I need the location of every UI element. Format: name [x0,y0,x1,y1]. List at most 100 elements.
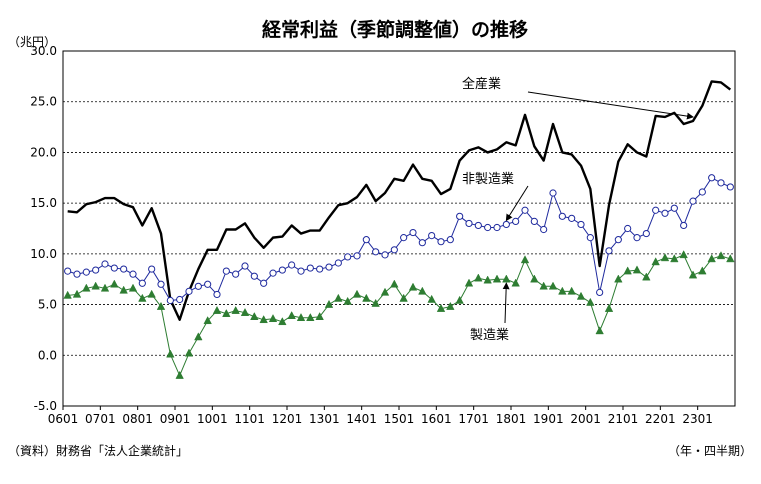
data-point [428,232,436,240]
x-tick-label: 1201 [272,412,303,426]
data-point [120,265,128,273]
data-point [268,314,278,323]
data-point [539,281,548,290]
series-layer [63,80,735,379]
data-point [474,221,482,230]
data-point [166,349,175,358]
data-point [138,279,146,287]
data-point [484,223,492,232]
data-point [548,281,558,290]
data-point [213,290,221,299]
data-point [63,290,72,299]
data-point [586,297,595,306]
data-point [511,278,520,287]
source-note: （資料）財務省「法人企業統計」 [8,443,188,458]
data-point [418,286,427,295]
data-point [698,188,706,196]
data-point [166,296,174,305]
y-tick-label: 25.0 [30,95,57,109]
data-point [362,293,371,302]
chart-title: 経常利益（季節調整値）の推移 [262,18,528,41]
x-tick-label: 2001 [570,412,601,426]
data-point [147,289,156,298]
data-point [446,301,455,310]
x-tick-label: 0701 [85,412,116,426]
series-line [67,80,732,321]
x-tick-label: 1401 [346,412,377,426]
y-tick-label: 15.0 [30,196,57,210]
x-tick-label: 1801 [496,412,527,426]
data-point [633,234,641,242]
data-point [540,225,548,234]
x-tick-label: 2101 [608,412,639,426]
x-tick-label: 2301 [682,412,713,426]
data-point [408,282,418,291]
data-point [343,296,352,305]
annotation-label: 非製造業 [462,171,514,187]
data-point [269,269,277,277]
data-point [446,236,454,244]
x-axis-period-note: （年・四半期） [668,444,752,458]
data-point [194,332,203,341]
data-point [390,279,399,288]
data-point [212,305,222,314]
y-tick-label: 5.0 [38,298,57,312]
data-point [101,260,109,268]
data-point [436,303,446,312]
data-point [371,298,380,307]
data-point [670,254,679,263]
data-point [400,234,408,242]
data-point [596,288,604,296]
data-point [549,189,557,197]
data-point [464,278,474,287]
data-point [203,316,212,325]
data-point [520,255,530,264]
data-point [110,279,119,288]
data-point [296,313,306,322]
data-point [567,286,576,295]
x-tick-label: 0801 [122,412,153,426]
data-point [156,301,166,310]
data-point [642,272,651,281]
data-point [558,286,567,295]
data-point [717,179,725,187]
data-point [530,217,538,225]
data-point [707,254,716,263]
data-point [502,274,511,283]
data-point [465,219,473,228]
data-point [362,236,370,244]
data-point [232,270,240,278]
data-point [381,251,389,259]
data-point [250,312,259,320]
data-point [456,212,464,220]
data-point [72,289,82,298]
y-tick-label: 10.0 [30,247,57,261]
data-point [568,214,576,222]
x-tick-label: 1101 [234,412,265,426]
data-point [372,248,380,256]
data-point [502,220,510,229]
annotation-arrow [527,91,694,120]
data-point [287,310,296,319]
data-point [521,206,529,214]
data-point [352,289,362,298]
data-point [390,246,398,254]
y-tick-label: -5.0 [34,399,57,413]
data-point [138,293,147,302]
x-tick-label: 2201 [645,412,676,426]
data-point [316,265,324,273]
y-tick-label: 20.0 [30,145,57,159]
data-point [716,251,726,260]
data-point [558,212,566,220]
data-point [324,299,334,308]
data-point [64,267,72,275]
data-point [306,313,315,322]
series-1 [64,174,734,305]
data-point [334,259,342,267]
data-point [642,229,650,238]
data-point [661,209,669,217]
data-point [530,274,539,283]
data-point [689,197,697,205]
annotation-arrow [502,282,510,324]
